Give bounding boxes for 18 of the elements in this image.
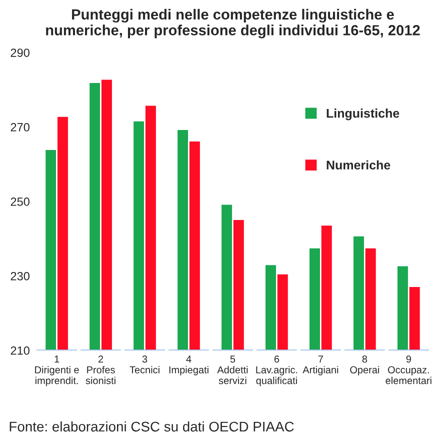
x-tick-label: 5 Addetti servizi: [217, 356, 248, 384]
x-tick-label: 4 Impiegati: [169, 356, 208, 376]
y-tick-label: 230: [10, 272, 30, 280]
source-note: Fonte: elaborazioni CSC su dati OECD PIAAC: [10, 421, 294, 432]
x-tick-label: 7 Artigiani: [302, 356, 338, 376]
y-tick-label: 210: [10, 346, 30, 355]
y-tick-label: 250: [10, 198, 30, 206]
x-tick-label: 9 Occupaz. elementari: [386, 356, 432, 384]
x-tick-label: 2 Profes sionisti: [86, 356, 116, 384]
x-tick-label: 3 Tecnici: [130, 356, 160, 374]
x-tick-label: 8 Operai: [350, 356, 380, 376]
legend-label: Numeriche: [326, 160, 390, 170]
y-tick-label: 270: [10, 123, 30, 132]
legend-label: Linguistiche: [326, 108, 400, 120]
chart-title: Punteggi medi nelle competenze linguistiche e numeriche, per professione degli individui 16-65, 2012: [46, 8, 420, 38]
y-tick-label: 290: [10, 48, 30, 57]
x-tick-label: 6 Lav.agric. qualificati: [256, 356, 298, 386]
x-tick-label: 1 Dirigenti e imprendit.: [35, 356, 79, 386]
